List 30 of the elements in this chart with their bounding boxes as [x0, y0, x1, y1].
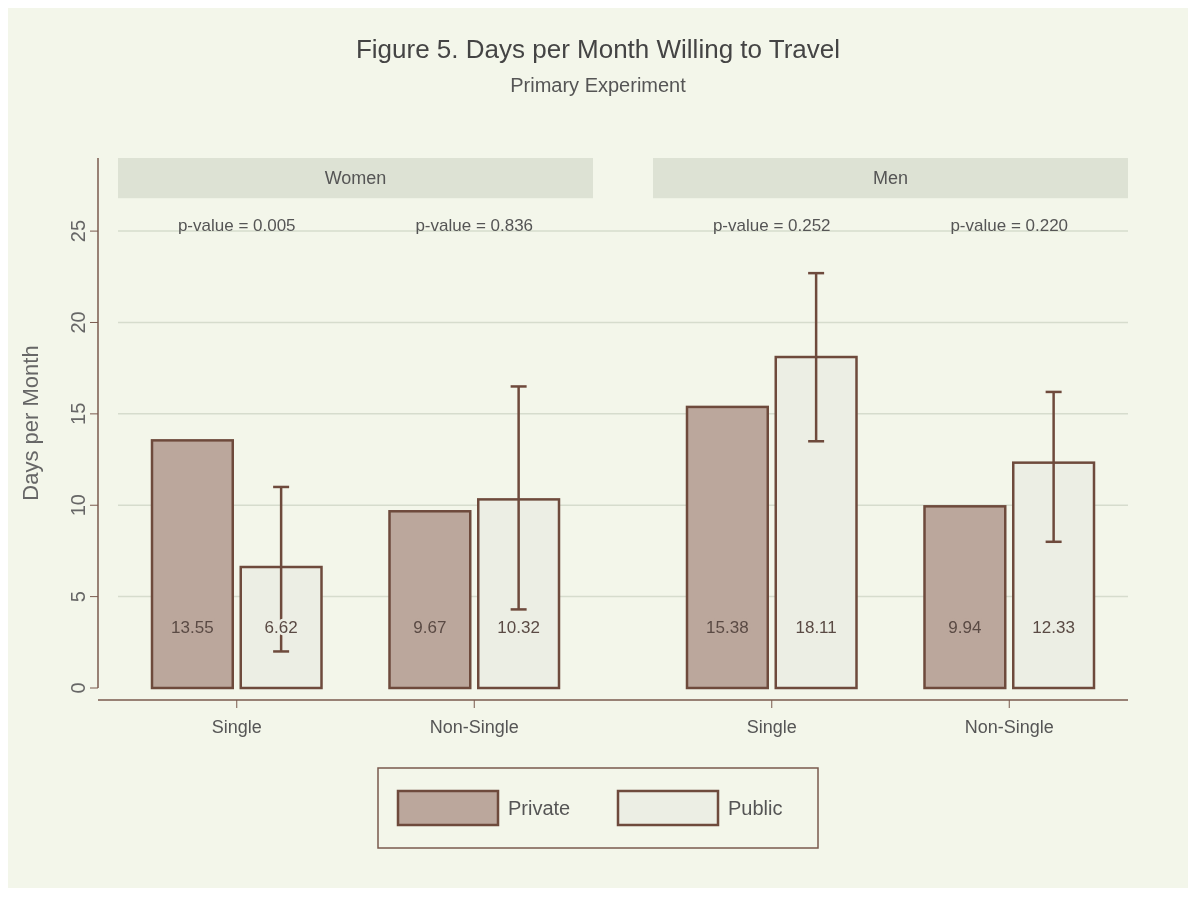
y-tick-label: 20 — [67, 311, 89, 334]
y-tick-label: 5 — [67, 591, 89, 603]
data-label: 12.33 — [1032, 618, 1075, 637]
data-label: 13.55 — [171, 618, 214, 637]
legend-label: Public — [728, 797, 783, 819]
chart-subtitle: Primary Experiment — [510, 74, 687, 96]
data-label: 9.94 — [948, 618, 982, 637]
chart-title: Figure 5. Days per Month Willing to Travel — [355, 34, 841, 64]
panel-header: Men — [653, 158, 1128, 199]
y-tick-label: 25 — [67, 219, 89, 243]
y-tick-label: 0 — [67, 682, 89, 694]
annotation: p-value = 0.836 — [415, 216, 534, 236]
x-tick-label: Non-Single — [429, 717, 519, 737]
x-tick-label: Single — [211, 717, 262, 737]
y-tick-label: 10 — [67, 494, 89, 517]
annotation: p-value = 0.005 — [177, 216, 296, 236]
data-label: 15.38 — [706, 618, 749, 637]
data-label: 10.32 — [497, 618, 540, 637]
annotation: Men — [872, 168, 909, 189]
legend-label: Private — [508, 797, 571, 819]
data-label: 9.67 — [413, 618, 447, 637]
annotation: Women — [324, 168, 387, 189]
y-axis-title: Days per Month — [18, 345, 43, 501]
y-tick-label: 15 — [67, 402, 89, 425]
x-tick-label: Non-Single — [964, 717, 1054, 737]
annotation: p-value = 0.220 — [950, 216, 1069, 236]
annotation: p-value = 0.252 — [712, 216, 831, 236]
panel-header: Women — [118, 158, 593, 199]
x-tick-label: Single — [746, 717, 797, 737]
data-label: 18.11 — [795, 618, 837, 637]
